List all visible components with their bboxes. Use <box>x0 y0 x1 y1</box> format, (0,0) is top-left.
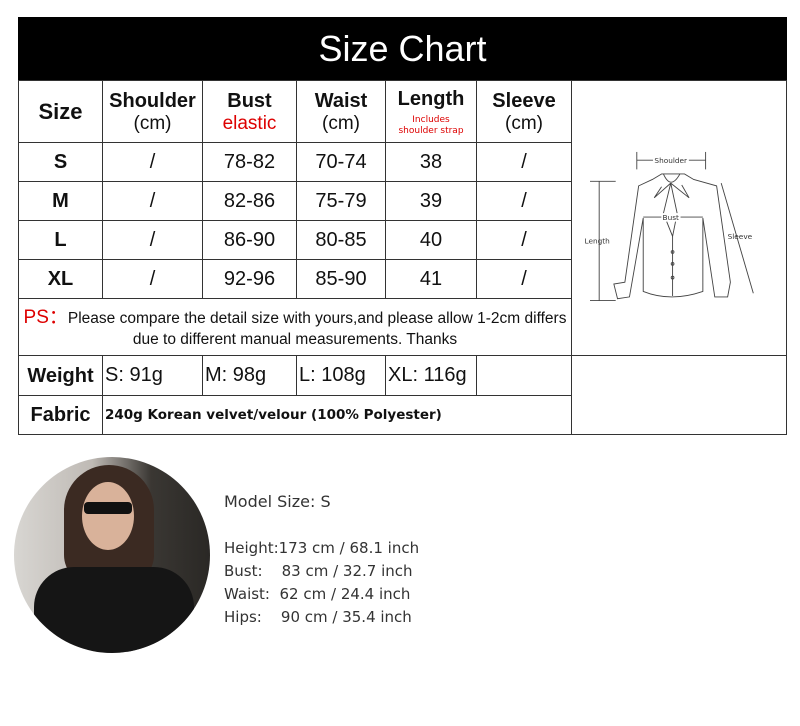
table-cell: 70-74 <box>296 142 386 182</box>
header-label: Waist <box>314 89 368 112</box>
table-cell: 75-79 <box>296 181 386 221</box>
ps-text: Please compare the detail size with your… <box>67 310 567 348</box>
empty-cell <box>571 355 787 435</box>
header-sublabel: elastic <box>222 112 277 134</box>
table-cell: 41 <box>385 259 477 299</box>
header-sublabel: Includes shoulder strap <box>398 114 464 136</box>
header-waist: Waist (cm) <box>296 80 386 143</box>
weight-l: L: 108g <box>296 355 386 396</box>
weight-m: M: 98g <box>202 355 297 396</box>
weight-xl: XL: 116g <box>385 355 477 396</box>
header-label: Length <box>397 87 465 110</box>
table-cell: 80-85 <box>296 220 386 260</box>
header-sublabel: (cm) <box>133 112 172 134</box>
model-size: Model Size: S <box>224 492 331 511</box>
weight-label: Weight <box>18 355 103 396</box>
diagram-sleeve-label: Sleeve <box>728 232 753 241</box>
table-cell: M <box>18 181 103 221</box>
shirt-diagram: Shoulder Bust Length Sleeve <box>571 80 787 356</box>
header-size: Size <box>18 80 103 143</box>
shirt-diagram-icon: Shoulder Bust Length Sleeve <box>585 151 754 302</box>
table-cell: 85-90 <box>296 259 386 299</box>
table-cell: / <box>476 181 572 221</box>
table-cell: 86-90 <box>202 220 297 260</box>
table-cell: / <box>102 142 203 182</box>
ps-label: PS： <box>23 307 68 328</box>
header-label: Bust <box>227 89 272 112</box>
header-sleeve: Sleeve (cm) <box>476 80 572 143</box>
table-cell: S <box>18 142 103 182</box>
table-cell: 40 <box>385 220 477 260</box>
weight-empty <box>476 355 572 396</box>
table-cell: L <box>18 220 103 260</box>
header-sublabel: (cm) <box>322 112 360 134</box>
ps-note: PS：Please compare the detail size with y… <box>18 298 572 356</box>
model-waist: Waist: 62 cm / 24.4 inch <box>224 585 411 603</box>
table-cell: XL <box>18 259 103 299</box>
table-cell: 78-82 <box>202 142 297 182</box>
table-cell: / <box>476 142 572 182</box>
header-shoulder: Shoulder (cm) <box>102 80 203 143</box>
table-cell: / <box>102 259 203 299</box>
diagram-shoulder-label: Shoulder <box>654 156 688 165</box>
table-cell: / <box>476 259 572 299</box>
weight-s: S: 91g <box>102 355 203 396</box>
model-height: Height:173 cm / 68.1 inch <box>224 539 420 557</box>
header-length: Length Includes shoulder strap <box>385 80 477 143</box>
table-cell: / <box>102 220 203 260</box>
table-cell: / <box>102 181 203 221</box>
table-cell: 38 <box>385 142 477 182</box>
table-cell: 82-86 <box>202 181 297 221</box>
header-bust: Bust elastic <box>202 80 297 143</box>
size-chart-title: Size Chart <box>18 17 787 80</box>
fabric-value: 240g Korean velvet/velour (100% Polyeste… <box>102 395 572 435</box>
diagram-bust-label: Bust <box>663 213 679 222</box>
diagram-length-label: Length <box>585 237 611 246</box>
table-cell: / <box>476 220 572 260</box>
table-cell: 92-96 <box>202 259 297 299</box>
table-cell: 39 <box>385 181 477 221</box>
model-bust: Bust: 83 cm / 32.7 inch <box>224 562 413 580</box>
fabric-label: Fabric <box>18 395 103 435</box>
model-photo <box>14 457 210 653</box>
model-hips: Hips: 90 cm / 35.4 inch <box>224 608 412 626</box>
header-label: Sleeve <box>492 89 556 112</box>
header-label: Size <box>38 98 83 124</box>
header-label: Shoulder <box>109 89 196 112</box>
header-sublabel: (cm) <box>505 112 543 134</box>
